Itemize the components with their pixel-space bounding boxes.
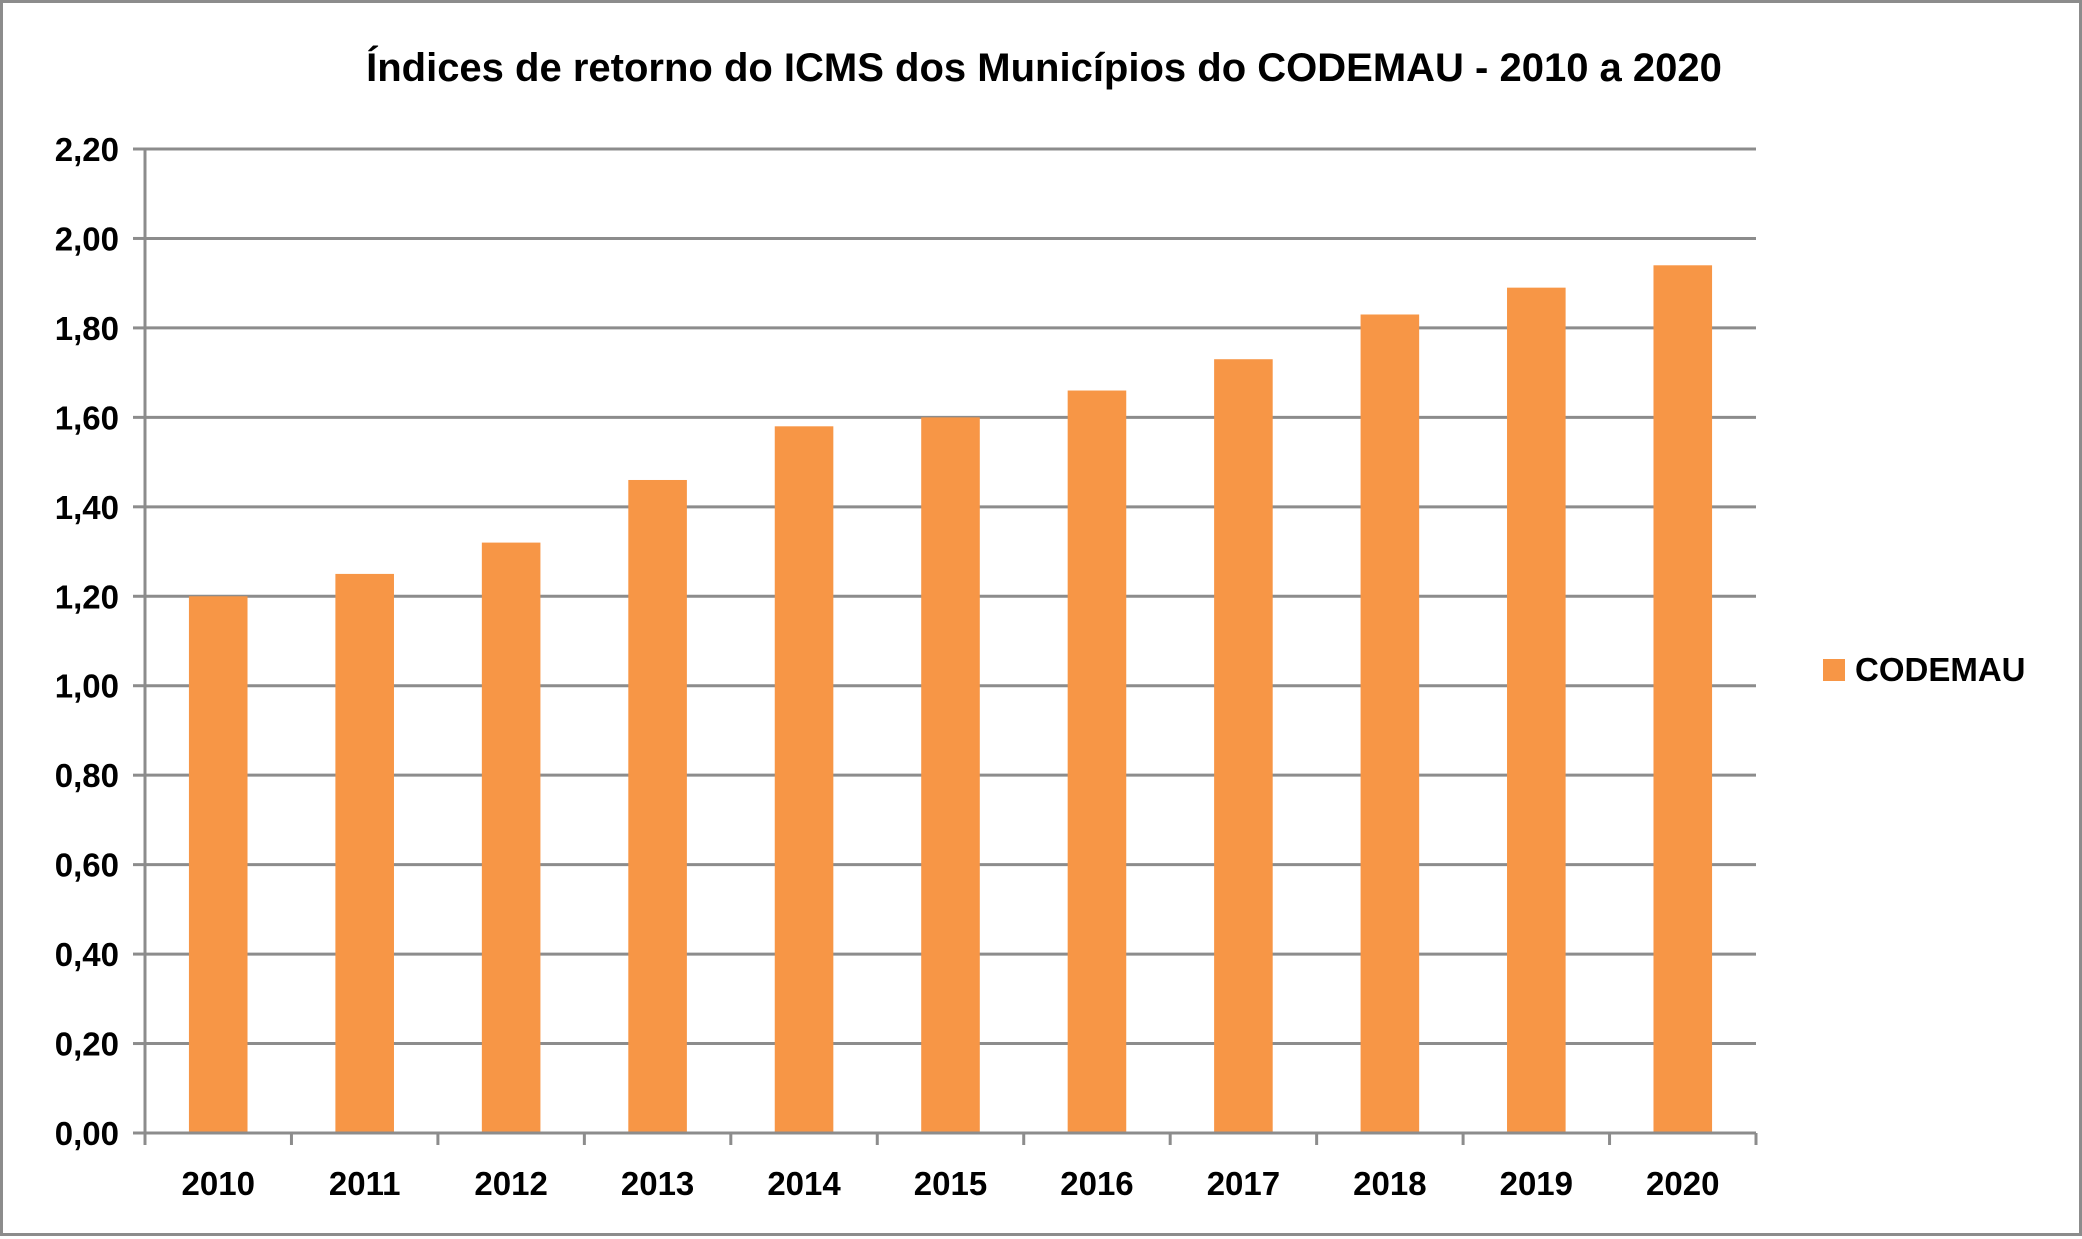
bar-2014 (774, 426, 834, 1133)
chart-title: Índices de retorno do ICMS dos Município… (366, 45, 1722, 90)
bar-2020 (1653, 265, 1713, 1134)
axes: 0,00 0,20 0,40 0,60 0,80 1,00 1,20 1,40 1,60 1,80… (55, 131, 1758, 1202)
y-tick-label: 1,80 (55, 310, 119, 347)
bar-2010 (188, 596, 248, 1133)
x-tick-label: 2017 (1207, 1165, 1280, 1202)
bar-2018 (1360, 314, 1420, 1133)
y-tick-label: 2,20 (55, 131, 119, 168)
x-tick-label: 2014 (767, 1165, 841, 1202)
x-tick-label: 2019 (1500, 1165, 1573, 1202)
y-tick-label: 2,00 (55, 220, 119, 257)
x-tick-label: 2013 (621, 1165, 694, 1202)
x-tick-label: 2011 (329, 1165, 401, 1202)
bar-2011 (335, 573, 394, 1133)
x-tick-label: 2010 (182, 1165, 255, 1202)
legend-swatch-codemau (1823, 659, 1845, 681)
bar-2015 (921, 417, 980, 1133)
y-tick-label: 0,00 (55, 1115, 119, 1152)
y-tick-label: 0,80 (55, 757, 119, 794)
bar-2019 (1507, 287, 1566, 1133)
bar-2017 (1214, 359, 1273, 1134)
bars (188, 265, 1713, 1134)
x-tick-label: 2016 (1060, 1165, 1133, 1202)
y-tick-label: 1,00 (55, 668, 119, 705)
x-tick-label: 2015 (914, 1165, 987, 1202)
bar-2012 (481, 542, 541, 1133)
bar-2016 (1067, 390, 1127, 1133)
bar-2013 (628, 479, 687, 1133)
y-tick-label: 1,40 (55, 489, 119, 526)
y-tick-label: 0,40 (55, 936, 119, 973)
x-tick-label: 2018 (1353, 1165, 1426, 1202)
x-tick-label: 2020 (1646, 1165, 1719, 1202)
y-tick-label: 1,60 (55, 399, 119, 436)
y-tick-label: 0,60 (55, 847, 119, 884)
y-tick-label: 1,20 (55, 578, 119, 615)
y-tick-label: 0,20 (55, 1026, 119, 1063)
legend-label-codemau: CODEMAU (1855, 651, 2026, 688)
x-tick-label: 2012 (474, 1165, 547, 1202)
bar-chart: Índices de retorno do ICMS dos Município… (55, 45, 2026, 1202)
legend: CODEMAU (1823, 651, 2026, 688)
